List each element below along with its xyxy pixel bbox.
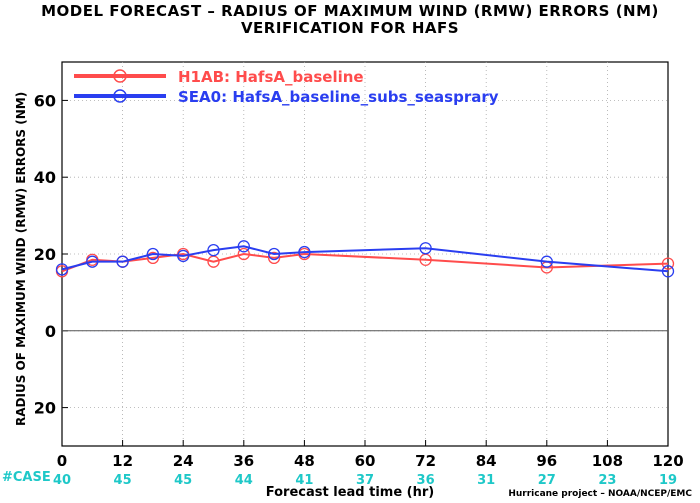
case-count: 44 [235, 473, 253, 488]
y-tick-label: 0 [45, 322, 56, 341]
series-2-point [237, 240, 250, 253]
series-2-point [207, 244, 220, 257]
case-count: 45 [174, 473, 192, 488]
x-tick-label: 108 [592, 452, 623, 470]
y-tick-label: 20 [34, 399, 56, 418]
x-tick-label: 84 [476, 452, 497, 470]
x-tick-label: 12 [112, 452, 133, 470]
series-1-point [661, 257, 675, 270]
y-tick-label: 40 [34, 168, 56, 187]
series-2-point [419, 242, 432, 255]
series-2-point [177, 249, 190, 263]
case-count: 36 [417, 473, 435, 488]
case-label: #CASE [2, 470, 51, 485]
case-count: 45 [114, 473, 132, 488]
chart-title: MODEL FORECAST – RADIUS OF MAXIMUM WIND … [41, 2, 659, 20]
y-axis-label: RADIUS OF MAXIMUM WIND (RMW) ERRORS (NM) [14, 91, 28, 426]
x-tick-label: 72 [415, 452, 436, 470]
series-2-point [86, 255, 99, 268]
series-1-point [267, 251, 281, 264]
series-2-point [146, 247, 160, 261]
x-tick-label: 120 [652, 452, 683, 470]
case-count: 27 [538, 473, 556, 488]
case-count: 31 [477, 473, 495, 488]
x-axis-label: Forecast lead time (hr) [265, 485, 435, 500]
case-count: 41 [295, 473, 313, 488]
legend-marker-2 [113, 89, 127, 103]
y-tick-label: 20 [34, 245, 56, 264]
x-tick-label: 48 [294, 452, 315, 470]
case-count: 37 [356, 473, 374, 488]
credit-text: Hurricane project – NOAA/NCEP/EMC [508, 489, 692, 499]
x-tick-label: 36 [233, 452, 254, 470]
chart-subtitle: VERIFICATION FOR HAFS [240, 19, 460, 37]
x-tick-label: 0 [57, 452, 67, 470]
series-2-point [540, 255, 553, 268]
legend-entry-1: H1AB: HafsA_baseline [178, 68, 364, 86]
case-count: 23 [598, 473, 616, 488]
series-1-point [237, 247, 250, 261]
series-2-point [298, 245, 311, 259]
x-tick-label: 24 [173, 452, 194, 470]
series-2-point [661, 265, 675, 278]
series-2-point [55, 263, 69, 276]
y-tick-label: 60 [34, 91, 56, 110]
series-2-point [116, 255, 129, 268]
x-tick-label: 60 [355, 452, 376, 470]
legend-entry-2: SEA0: HafsA_baseline_subs_seasprary [178, 88, 499, 106]
series-1-point [146, 251, 160, 264]
case-count: 19 [659, 473, 677, 488]
x-tick-label: 96 [536, 452, 557, 470]
legend-marker-1 [113, 69, 127, 83]
case-count: 40 [53, 473, 71, 488]
series-2-point [267, 247, 281, 261]
